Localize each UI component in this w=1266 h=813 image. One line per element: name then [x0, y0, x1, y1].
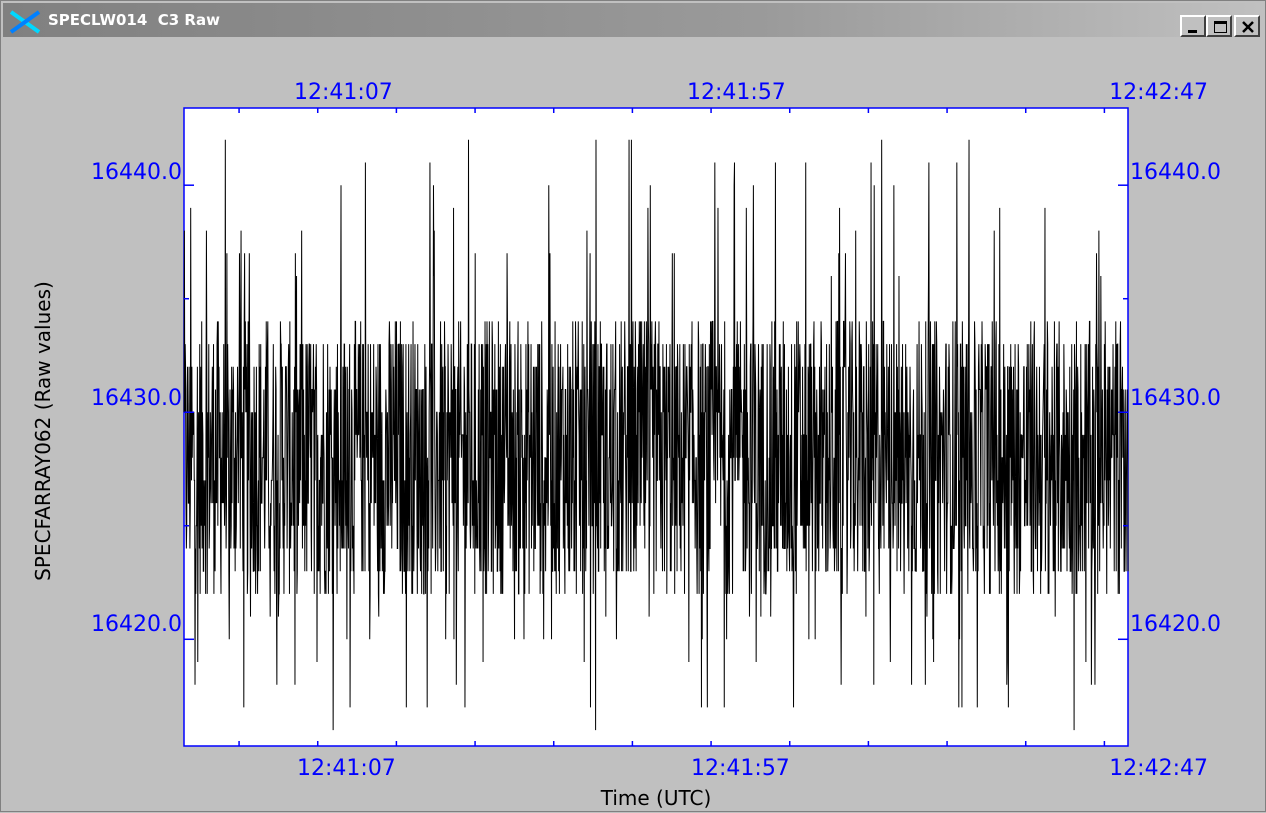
- y-tick-label-right-0: 16440.0: [1130, 160, 1221, 185]
- x-tick-label-1: 12:41:57: [691, 756, 790, 781]
- y-tick-label-2: 16420.0: [91, 612, 182, 637]
- x-tick-label-top-2: 12:42:47: [1109, 80, 1208, 105]
- y-axis-title: SPECFARRAY062 (Raw values): [31, 281, 55, 581]
- maximize-button[interactable]: [1206, 15, 1232, 37]
- y-tick-label-0: 16440.0: [91, 160, 182, 185]
- y-tick-label-1: 16430.0: [91, 386, 182, 411]
- x-tick-label-2: 12:42:47: [1109, 756, 1208, 781]
- y-tick-label-right-2: 16420.0: [1130, 612, 1221, 637]
- maximize-icon: [1214, 21, 1227, 33]
- window-title: SPECLW014 C3 Raw: [48, 11, 220, 29]
- x-tick-label-0: 12:41:07: [297, 756, 396, 781]
- series-line-specfarray062: [183, 139, 1129, 731]
- title-bar[interactable]: SPECLW014 C3 Raw: [3, 3, 1263, 37]
- close-icon: [1242, 21, 1254, 33]
- axis-ticks: [184, 108, 1128, 746]
- minimize-icon: [1188, 30, 1197, 33]
- x-axis-title: Time (UTC): [600, 786, 712, 810]
- minimize-button[interactable]: [1180, 15, 1206, 37]
- y-tick-label-right-1: 16430.0: [1130, 386, 1221, 411]
- app-x-icon: [9, 10, 41, 34]
- x-tick-label-top-0: 12:41:07: [294, 80, 393, 105]
- close-button[interactable]: [1234, 15, 1260, 37]
- x-tick-label-top-1: 12:41:57: [687, 80, 786, 105]
